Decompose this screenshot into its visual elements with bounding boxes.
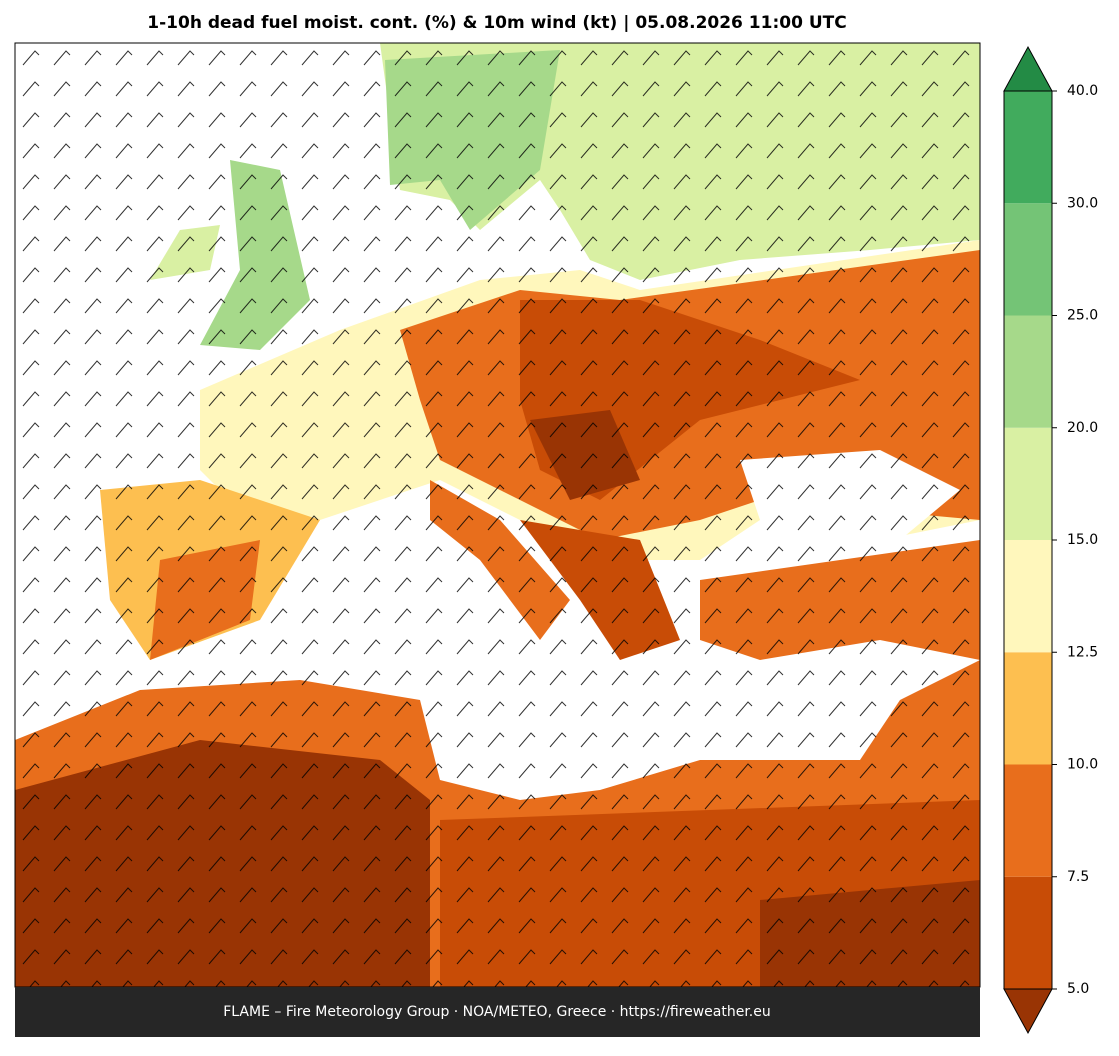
- footer-bar: [15, 987, 980, 1037]
- colorbar-tick-label: 20.0: [1067, 420, 1098, 436]
- colorbar-tick-label: 10.0: [1067, 757, 1098, 773]
- colorbar-tick-label: 7.5: [1067, 869, 1089, 885]
- colorbar-tick-label: 40.0: [1067, 83, 1098, 99]
- colorbar-band: [1004, 652, 1052, 765]
- footer: FLAME – Fire Meteorology Group · NOA/MET…: [223, 1004, 771, 1020]
- colorbar-tick-label: 5.0: [1067, 981, 1089, 997]
- colorbar-tick-label: 15.0: [1067, 532, 1098, 548]
- colorbar-band: [1004, 764, 1052, 877]
- colorbar-band: [1004, 427, 1052, 540]
- colorbar-band: [1004, 315, 1052, 428]
- title: 1-10h dead fuel moist. cont. (%) & 10m w…: [147, 13, 846, 33]
- colorbar-band: [1004, 876, 1052, 989]
- colorbar-band: [1004, 203, 1052, 316]
- colorbar-over: [1003, 45, 1053, 92]
- colorbar: 5.0 7.5 10.0 12.5 15.0 20.0 25.0 30.0 40.0: [1003, 45, 1098, 1035]
- colorbar-tick-label: 30.0: [1067, 195, 1098, 211]
- colorbar-under: [1003, 988, 1053, 1035]
- map: [14, 42, 981, 988]
- colorbar-tick-label: 25.0: [1067, 308, 1098, 324]
- colorbar-band: [1004, 91, 1052, 204]
- colorbar-tick-label: 12.5: [1067, 644, 1098, 660]
- colorbar-band: [1004, 540, 1052, 653]
